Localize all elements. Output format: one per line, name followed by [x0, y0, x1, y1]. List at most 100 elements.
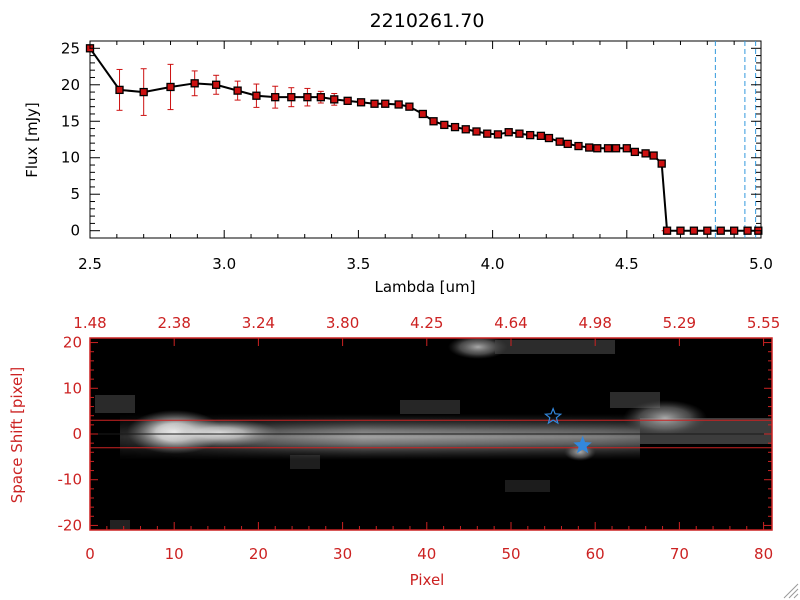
data-point-marker	[139, 87, 148, 97]
spectrum-panel: 2210261.70 2.5 3.0 3.5 4.0 4.5 5.0 0 5 10 15 20 25…	[23, 10, 773, 296]
x-axis-label: Lambda [um]	[375, 278, 476, 296]
bottom-x-axis-ticks: 0 10 20 30 40 50 60 70 80	[85, 522, 773, 563]
top-tick-label: 3.80	[326, 314, 359, 332]
chart-title: 2210261.70	[370, 10, 485, 32]
y-tick-label: 10	[63, 379, 82, 397]
data-point-marker	[641, 149, 650, 158]
bottom-y-axis-label: Space Shift [pixel]	[8, 367, 26, 504]
top-tick-label: 1.48	[73, 314, 106, 332]
data-point-marker	[287, 93, 296, 102]
data-point-marker	[405, 102, 414, 111]
y-tick-label: -20	[58, 516, 83, 534]
error-bars	[116, 63, 338, 116]
data-point-marker	[461, 125, 470, 134]
y-tick-label: 20	[63, 334, 82, 352]
x-tick-label: 30	[333, 545, 352, 563]
data-point-marker	[574, 141, 583, 151]
data-point-marker	[493, 130, 503, 139]
x-axis-ticks: 2.5 3.0 3.5 4.0 4.5 5.0	[78, 41, 773, 273]
data-point-marker	[370, 99, 379, 108]
data-point-marker	[483, 129, 492, 138]
annotations	[661, 41, 761, 238]
x-tick-label: 50	[501, 545, 520, 563]
x-tick-label: 40	[417, 545, 436, 563]
x-tick-label: 80	[754, 545, 773, 563]
data-point-marker	[703, 226, 712, 235]
data-point-marker	[555, 137, 564, 146]
y-tick-label: 0	[70, 222, 80, 240]
data-point-marker	[303, 93, 312, 102]
data-point-marker	[252, 91, 261, 100]
data-point-marker	[330, 95, 339, 104]
data-point-marker	[233, 86, 242, 95]
top-wavelength-ticks: 1.48 2.38 3.24 3.80 4.25 4.64 4.98 5.29 5.55	[73, 314, 780, 346]
data-point-marker	[381, 99, 390, 108]
x-tick-label: 60	[586, 545, 605, 563]
data-point-marker	[343, 96, 352, 105]
x-tick-label: 70	[670, 545, 689, 563]
data-point-marker	[676, 226, 685, 235]
data-point-marker	[544, 133, 554, 143]
top-tick-label: 3.24	[242, 314, 275, 332]
data-point-marker	[472, 127, 481, 136]
top-tick-label: 4.98	[578, 314, 611, 332]
data-point-marker	[356, 98, 366, 107]
data-point-marker	[515, 129, 524, 138]
bottom-y-axis-ticks: -20 -10 0 10 20	[58, 334, 772, 534]
data-point-marker	[622, 144, 631, 153]
y-axis-label: Flux [mJy]	[23, 102, 41, 178]
target-star-filled-icon	[573, 435, 592, 454]
data-point-marker	[563, 139, 572, 149]
data-point-marker	[611, 144, 621, 153]
data-point-marker	[394, 100, 403, 109]
x-tick-label: 20	[249, 545, 268, 563]
y-tick-label: 0	[72, 425, 82, 443]
data-point-marker	[649, 151, 658, 160]
bottom-x-axis-label: Pixel	[410, 571, 445, 589]
data-point-marker	[716, 226, 725, 235]
top-tick-label: 5.55	[747, 314, 780, 332]
data-point-marker	[585, 143, 594, 152]
data-point-marker	[211, 80, 221, 89]
y-tick-label: 5	[70, 185, 80, 203]
data-point-marker	[440, 120, 449, 130]
top-tick-label: 2.38	[157, 314, 190, 332]
target-star-open-icon	[543, 406, 563, 425]
data-point-marker	[316, 93, 325, 102]
top-tick-label: 4.25	[410, 314, 443, 332]
y-tick-label: 10	[61, 149, 80, 167]
y-tick-label: 25	[61, 39, 80, 57]
data-point-marker	[418, 109, 427, 119]
y-axis-ticks: 0 5 10 15 20 25	[61, 39, 761, 240]
data-point-marker	[730, 226, 739, 235]
data-point-marker	[450, 122, 460, 132]
y-tick-label: 20	[61, 76, 80, 94]
data-point-marker	[630, 147, 640, 157]
x-tick-label: 4.5	[615, 255, 639, 273]
x-tick-label: 3.5	[346, 255, 370, 273]
y-tick-label: 15	[61, 112, 80, 130]
data-point-marker	[271, 93, 280, 102]
data-point-marker	[115, 85, 124, 95]
image-content	[95, 338, 772, 530]
series-line-flux	[89, 47, 759, 232]
x-tick-label: 3.0	[212, 255, 236, 273]
x-tick-label: 0	[85, 545, 95, 563]
data-point-marker	[190, 79, 199, 88]
x-tick-label: 4.0	[481, 255, 505, 273]
data-point-marker	[536, 131, 546, 141]
data-point-marker	[743, 226, 752, 235]
image-overlays	[90, 406, 772, 454]
top-tick-label: 4.64	[494, 314, 527, 332]
data-point-marker	[662, 226, 672, 235]
data-point-marker	[593, 144, 602, 153]
y-tick-label: -10	[58, 471, 83, 489]
data-point-marker	[603, 144, 613, 153]
resize-grip-icon[interactable]	[783, 583, 799, 599]
data-point-marker	[689, 226, 699, 235]
spectral-image-panel: 0 10 20 30 40 50 60 70 80 -20 -10 0 10 20 1.48 2.38 3.…	[8, 314, 780, 589]
plot-frame	[89, 40, 762, 239]
x-tick-label: 2.5	[78, 255, 102, 273]
x-tick-label: 5.0	[749, 255, 773, 273]
